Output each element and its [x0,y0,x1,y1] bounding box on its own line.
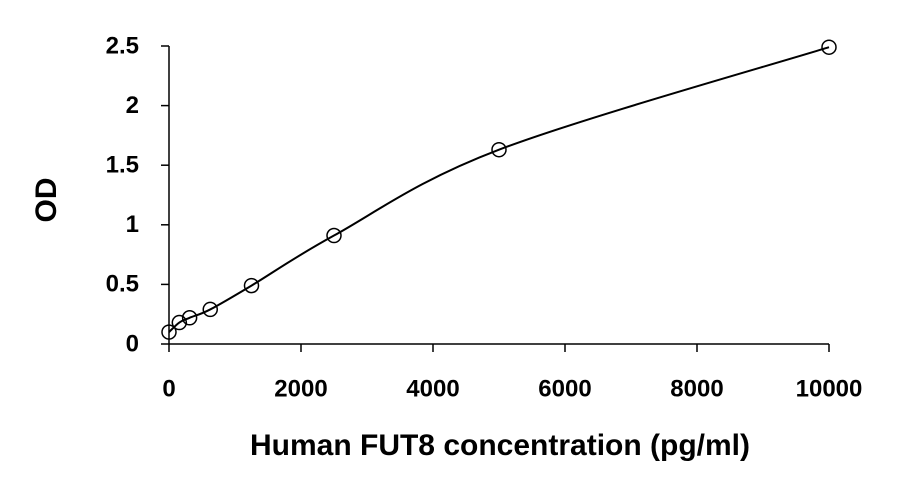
y-tick-label: 2 [126,92,139,119]
y-tick-label: 0.5 [106,271,139,298]
x-axis-title: Human FUT8 concentration (pg/ml) [250,429,750,462]
y-tick-label: 2.5 [106,32,139,59]
y-axis-title: OD [30,178,63,223]
data-point [181,310,198,326]
y-tick-label: 0 [126,330,139,357]
y-tick-label: 1.5 [106,152,139,179]
x-tick-label: 0 [162,375,175,402]
x-tick-label: 10000 [796,375,863,402]
data-point [202,301,218,318]
x-tick-label: 6000 [538,375,591,402]
x-tick-label: 2000 [274,375,327,402]
data-point [161,324,177,340]
data-point [326,227,342,244]
data-point [171,314,188,331]
y-tick-label: 1 [126,211,139,238]
data-point [491,141,507,158]
x-tick-label: 4000 [406,375,459,402]
x-tick-label: 8000 [670,375,723,402]
data-point [243,277,260,294]
data-point [821,39,837,55]
